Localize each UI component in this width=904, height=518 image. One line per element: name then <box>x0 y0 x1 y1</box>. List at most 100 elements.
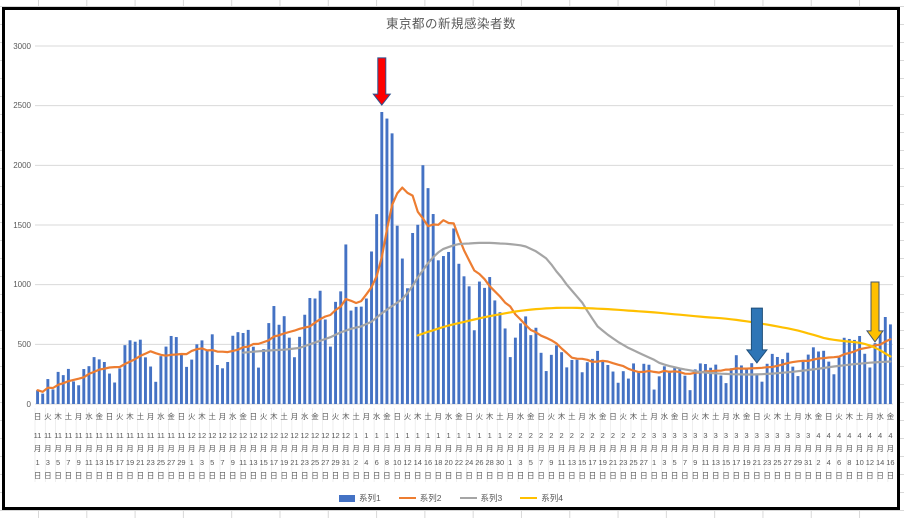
x-axis-label: 木 1 月 28 日 <box>485 412 494 480</box>
yellow-down-arrow-shape[interactable] <box>866 281 884 343</box>
x-axis-label: 水 11 月 25 日 <box>156 412 166 480</box>
x-axis-label: 木 11 月 5 日 <box>54 412 62 480</box>
red-down-arrow-shape[interactable] <box>372 57 392 106</box>
legend-item-series4[interactable]: 系列4 <box>520 492 563 504</box>
x-axis-label: 日 11 月 29 日 <box>177 412 186 480</box>
x-axis-label: 木 12 月 17 日 <box>269 412 279 480</box>
bar-series1 <box>385 118 389 405</box>
bar-series1 <box>539 352 543 404</box>
legend[interactable]: 系列1 系列2 系列3 系列4 <box>5 490 897 506</box>
bar-series1 <box>123 345 127 404</box>
bar-series1 <box>411 232 415 404</box>
legend-item-series3[interactable]: 系列3 <box>459 492 502 504</box>
bar-series1 <box>555 345 558 404</box>
bar-series1 <box>41 393 45 404</box>
bar-series1 <box>811 347 815 404</box>
x-axis-label: 月 3 月 29 日 <box>793 412 803 480</box>
bar-series1 <box>601 361 605 404</box>
bar-series1 <box>837 356 841 404</box>
x-axis-label: 金 12 月 11 日 <box>238 412 248 480</box>
bar-series1 <box>472 330 476 404</box>
bar-series1 <box>760 381 764 404</box>
x-axis-label: 月 2 月 15 日 <box>577 412 587 480</box>
bar-series1 <box>493 300 497 404</box>
bar-series1 <box>236 332 240 404</box>
bar-series1 <box>303 314 307 404</box>
bar-series1 <box>549 354 553 404</box>
bar-series1 <box>174 337 178 404</box>
bar-series1 <box>626 378 630 404</box>
bar-series1 <box>66 368 70 404</box>
x-axis-label: 土 11 月 21 日 <box>136 412 145 480</box>
x-axis-label: 日 3 月 21 日 <box>752 412 762 480</box>
bar-series1 <box>775 356 779 404</box>
bar-series1 <box>745 367 749 404</box>
line-series4 <box>416 306 892 358</box>
x-axis-label: 金 11 月 27 日 <box>166 412 176 480</box>
bar-series1 <box>421 165 425 404</box>
x-axis-label: 木 11 月 19 日 <box>125 412 135 480</box>
x-axis-label: 土 2 月 27 日 <box>639 412 648 480</box>
bar-series1 <box>328 346 332 404</box>
chart-plot-container: 東京都の新規感染者数 0 500 1000 1500 2000 2500 3000 日 11 月… <box>5 10 897 507</box>
y-axis-label: 0 <box>26 399 31 409</box>
bar-series1 <box>344 244 348 404</box>
bar-series1 <box>359 306 363 404</box>
bar-series1 <box>806 354 810 404</box>
x-axis-label: 水 2 月 17 日 <box>588 412 597 480</box>
y-axis-label: 500 <box>17 339 31 349</box>
bar-series1 <box>370 251 373 404</box>
x-axis-label: 水 1 月 20 日 <box>444 412 453 480</box>
x-axis-label: 木 2 月 11 日 <box>557 412 566 480</box>
bar-series1 <box>693 369 697 404</box>
legend-label: 系列4 <box>541 493 563 503</box>
legend-label: 系列2 <box>419 493 442 503</box>
bar-series1 <box>642 363 646 404</box>
x-axis-label: 火 3 月 23 日 <box>762 412 772 480</box>
blue-down-arrow-shape[interactable] <box>745 307 768 364</box>
x-axis-label: 水 12 月 9 日 <box>228 412 237 480</box>
bar-series1 <box>179 354 183 404</box>
bar-series1 <box>334 301 338 404</box>
bar-series1 <box>267 323 271 404</box>
bar-series1 <box>724 383 728 404</box>
legend-item-series1[interactable]: 系列1 <box>339 492 381 504</box>
x-axis-label: 金 2 月 19 日 <box>598 412 607 480</box>
bar-series1 <box>662 366 666 404</box>
bar-series1 <box>477 281 481 404</box>
line-series3 <box>242 241 892 376</box>
x-axis-label: 火 11 月 3 日 <box>43 412 52 480</box>
bar-series1 <box>92 357 96 404</box>
y-axis-label: 3000 <box>13 41 31 51</box>
bar-series1 <box>847 338 851 404</box>
bar-series1 <box>755 373 759 404</box>
x-axis-label: 金 4 月 16 日 <box>886 412 895 480</box>
bar-series1 <box>390 133 394 404</box>
chart-title[interactable]: 東京都の新規感染者数 <box>385 17 516 31</box>
bar-series1 <box>683 375 687 404</box>
bar-series1 <box>97 359 101 404</box>
bar-series1 <box>308 298 312 404</box>
bar-series1 <box>72 381 75 404</box>
bar-series1 <box>82 369 86 404</box>
bar-series1 <box>883 317 887 404</box>
legend-item-series2[interactable]: 系列2 <box>398 492 442 504</box>
x-axis-label: 日 1 月 24 日 <box>464 412 474 480</box>
legend-swatch-line <box>520 496 538 500</box>
bar-series1 <box>164 346 168 404</box>
chart-object[interactable]: 東京都の新規感染者数 0 500 1000 1500 2000 2500 3000 日 11 月… <box>2 7 900 510</box>
bar-series1 <box>457 263 461 404</box>
x-axis-label: 土 12 月 19 日 <box>280 412 289 480</box>
x-axis-label: 木 2 月 25 日 <box>629 412 638 480</box>
bar-series1 <box>36 390 40 404</box>
bar-series1 <box>51 389 55 404</box>
bar-series1 <box>118 368 122 404</box>
x-axis-label: 日 2 月 21 日 <box>608 412 618 480</box>
